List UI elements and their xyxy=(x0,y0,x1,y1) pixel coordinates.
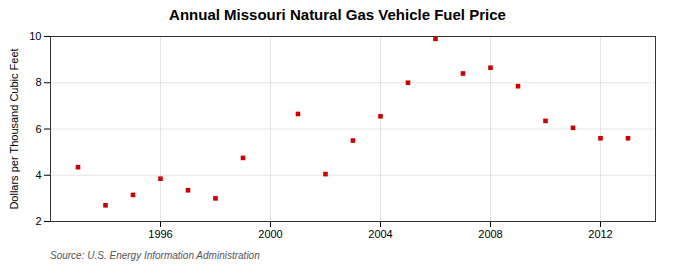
svg-text:Dollars per Thousand Cubic Fee: Dollars per Thousand Cubic Feet xyxy=(8,48,20,209)
svg-text:2000: 2000 xyxy=(258,228,282,240)
svg-text:2004: 2004 xyxy=(368,228,392,240)
svg-text:2: 2 xyxy=(35,215,41,227)
html-text:Annual Missouri Natural Gas Ve: Annual Missouri Natural Gas Vehicle Fuel… xyxy=(169,6,506,23)
svg-text:2008: 2008 xyxy=(478,228,502,240)
svg-text:2012: 2012 xyxy=(588,228,612,240)
svg-text:4: 4 xyxy=(35,169,41,181)
svg-text:10: 10 xyxy=(29,30,41,42)
svg-text:8: 8 xyxy=(35,76,41,88)
html-text:Source: U.S. Energy Informatio: Source: U.S. Energy Information Administ… xyxy=(50,250,260,261)
svg-text:1996: 1996 xyxy=(148,228,172,240)
svg-text:6: 6 xyxy=(35,123,41,135)
